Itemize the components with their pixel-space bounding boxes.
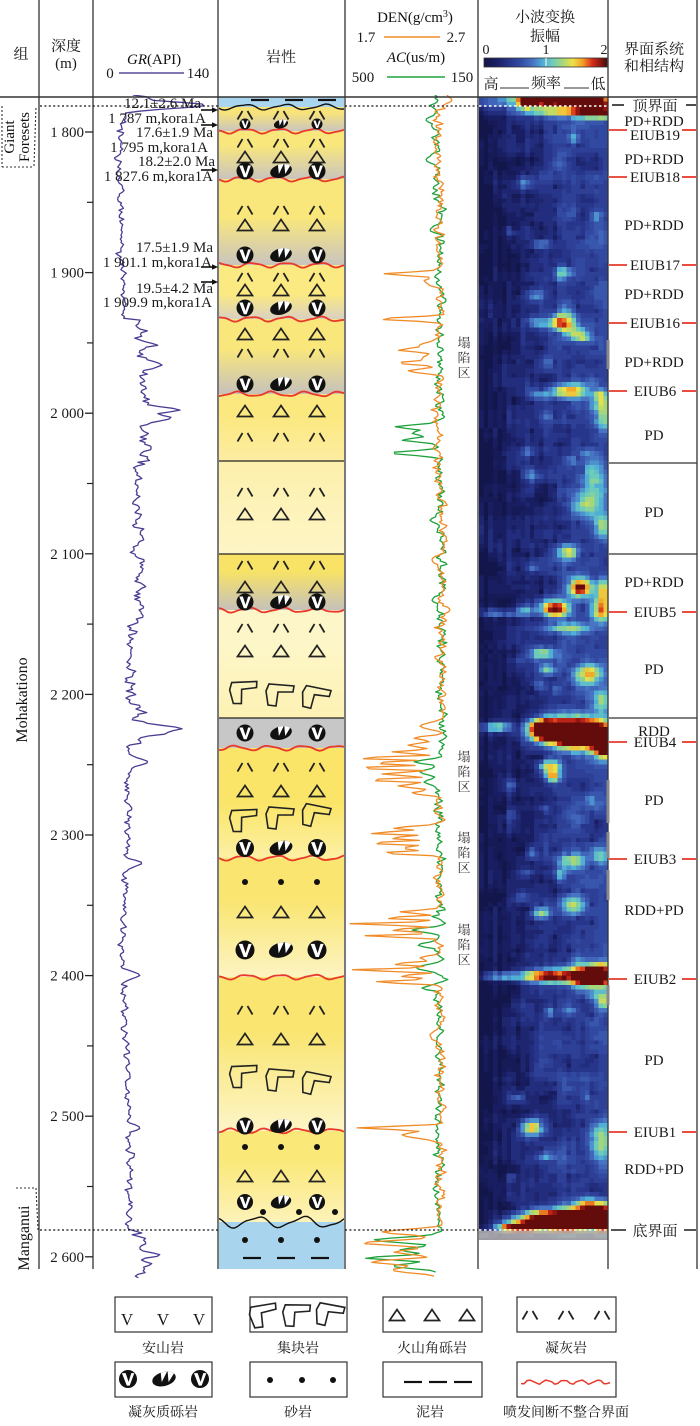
svg-text:PD+RDD: PD+RDD [624, 287, 683, 303]
svg-text:EIUB6: EIUB6 [634, 384, 677, 400]
svg-text:2 600: 2 600 [50, 1250, 84, 1266]
svg-text:2 500: 2 500 [50, 1109, 84, 1125]
svg-text:500: 500 [352, 70, 375, 86]
svg-text:PD+RDD: PD+RDD [624, 355, 683, 371]
svg-text:140: 140 [187, 66, 210, 82]
svg-text:EIUB2: EIUB2 [634, 972, 677, 988]
svg-text:EIUB16: EIUB16 [630, 316, 680, 332]
svg-text:18.2±2.0 Ma: 18.2±2.0 Ma [138, 154, 215, 170]
svg-text:PD+RDD: PD+RDD [624, 152, 683, 168]
svg-text:1 909.9 m,kora1A: 1 909.9 m,kora1A [103, 295, 212, 311]
svg-text:17.5±1.9 Ma: 17.5±1.9 Ma [136, 240, 213, 256]
svg-text:PD: PD [644, 793, 663, 809]
svg-text:19.5±4.2 Ma: 19.5±4.2 Ma [136, 281, 213, 297]
svg-text:1 901.1 m,kora1A: 1 901.1 m,kora1A [103, 255, 212, 271]
svg-text:1: 1 [543, 43, 550, 58]
svg-text:2: 2 [601, 43, 608, 58]
svg-text:PD+RDD: PD+RDD [624, 575, 683, 591]
svg-text:PD: PD [644, 1053, 663, 1069]
svg-text:2.7: 2.7 [447, 30, 466, 46]
svg-text:V: V [157, 1310, 170, 1329]
svg-text:1 787 m,kora1A: 1 787 m,kora1A [108, 111, 206, 127]
svg-text:Mohakationo: Mohakationo [14, 657, 31, 742]
svg-text:RDD: RDD [638, 724, 670, 740]
svg-text:2 200: 2 200 [50, 687, 84, 703]
svg-text:V: V [121, 1310, 134, 1329]
svg-text:EIUB5: EIUB5 [634, 605, 677, 621]
svg-text:1 900: 1 900 [50, 266, 84, 282]
svg-text:150: 150 [451, 70, 474, 86]
svg-text:17.6±1.9 Ma: 17.6±1.9 Ma [136, 125, 213, 141]
svg-text:EIUB1: EIUB1 [634, 1125, 677, 1141]
svg-text:DEN(g/cm3): DEN(g/cm3) [377, 9, 453, 26]
svg-text:2 100: 2 100 [50, 547, 84, 563]
svg-text:2 000: 2 000 [50, 406, 84, 422]
svg-text:PD+RDD: PD+RDD [624, 218, 683, 234]
svg-text:EIUB17: EIUB17 [630, 258, 680, 274]
svg-text:1 795 m,kora1A: 1 795 m,kora1A [110, 140, 208, 156]
svg-text:GR(API): GR(API) [127, 52, 181, 68]
svg-text:2 400: 2 400 [50, 969, 84, 985]
svg-text:1.7: 1.7 [357, 30, 376, 46]
svg-text:2 300: 2 300 [50, 828, 84, 844]
svg-text:AC(us/m): AC(us/m) [386, 50, 445, 66]
svg-text:EIUB18: EIUB18 [630, 170, 680, 186]
svg-text:RDD+PD: RDD+PD [624, 903, 683, 919]
svg-text:EIUB4: EIUB4 [634, 735, 677, 751]
svg-text:PD: PD [644, 505, 663, 521]
svg-text:EIUB3: EIUB3 [634, 852, 677, 868]
svg-text:Manganui: Manganui [16, 1205, 33, 1270]
svg-text:RDD+PD: RDD+PD [624, 1162, 683, 1178]
svg-text:PD: PD [644, 428, 663, 444]
svg-text:PD+RDD: PD+RDD [624, 114, 683, 130]
svg-text:PD: PD [644, 662, 663, 678]
svg-text:EIUB19: EIUB19 [630, 128, 680, 144]
svg-text:(m): (m) [55, 56, 77, 72]
svg-text:12.1±2.6 Ma: 12.1±2.6 Ma [124, 96, 201, 112]
svg-text:1 827.6 m,kora1A: 1 827.6 m,kora1A [104, 169, 213, 185]
svg-text:V: V [193, 1310, 206, 1329]
svg-text:GiantForesets: GiantForesets [2, 112, 33, 162]
svg-text:1 800: 1 800 [50, 125, 84, 141]
svg-text:0: 0 [106, 66, 114, 82]
svg-text:0: 0 [483, 43, 490, 58]
